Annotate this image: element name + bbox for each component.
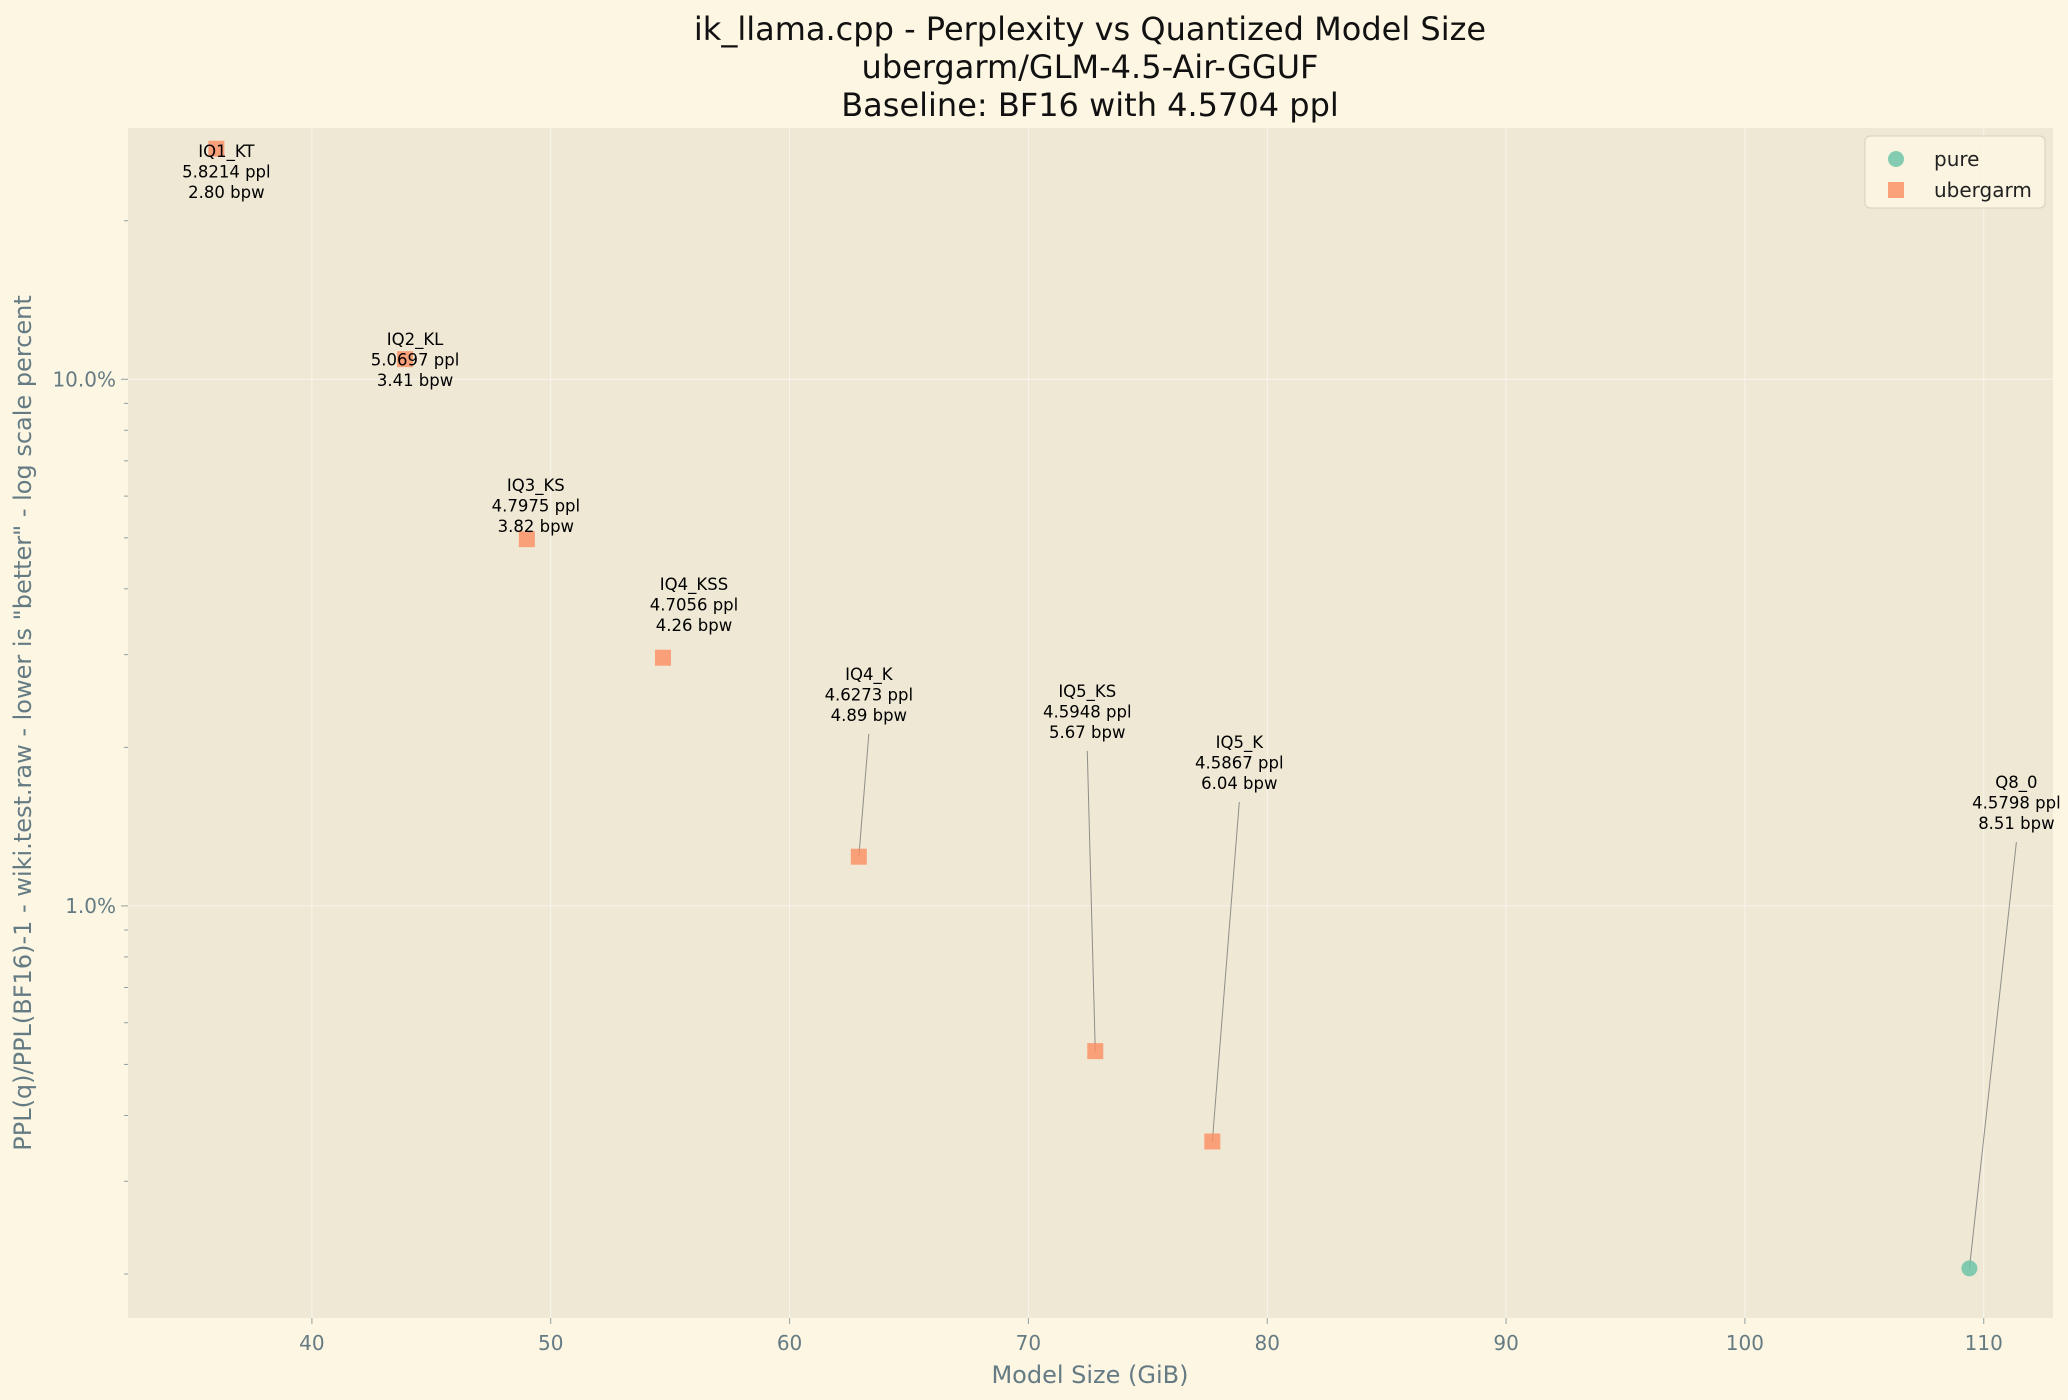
legend-marker-ubergarm (1888, 182, 1904, 198)
chart-title: ik_llama.cpp - Perplexity vs Quantized M… (694, 10, 1486, 124)
point-annotation-line: IQ4_K (845, 665, 894, 685)
x-tick-label: 110 (1965, 1331, 2003, 1355)
chart-subtitle-model: ubergarm/GLM-4.5-Air-GGUF (862, 48, 1319, 86)
data-point-ubergarm (1204, 1133, 1221, 1150)
point-annotation-line: 3.82 bpw (498, 517, 574, 536)
data-point-ubergarm (654, 649, 671, 666)
y-tick-label: 1.0% (65, 894, 116, 918)
data-markers (208, 140, 1978, 1277)
data-point-pure (1961, 1260, 1978, 1277)
annotation-connector (1968, 841, 2017, 1269)
x-tick-label: 70 (1016, 1331, 1041, 1355)
point-annotation-line: 4.7975 ppl (492, 497, 581, 516)
point-annotation-line: 2.80 bpw (188, 183, 264, 202)
point-annotation-line: 4.5948 ppl (1043, 703, 1132, 722)
annotation-connectors (858, 733, 2017, 1269)
x-tick-label: 50 (538, 1331, 563, 1355)
legend-label-ubergarm: ubergarm (1934, 178, 2032, 202)
plot-area (128, 128, 2053, 1318)
point-annotation-line: 4.5867 ppl (1195, 754, 1284, 773)
x-tick-label: 90 (1493, 1331, 1518, 1355)
point-annotation-line: 4.26 bpw (656, 616, 732, 635)
y-axis-label: PPL(q)/PPL(BF16)-1 - wiki.test.raw - low… (9, 295, 37, 1151)
point-annotation-line: 4.7056 ppl (650, 596, 739, 615)
point-annotation-line: 4.89 bpw (831, 706, 907, 725)
point-annotation-line: IQ2_KL (387, 330, 444, 350)
point-annotation-line: 5.8214 ppl (182, 163, 271, 182)
annotation-connector (858, 733, 870, 857)
axis-ticks: 40 50 60 70 80 90 100 110 1.0% 10.0% (52, 220, 2003, 1355)
y-tick-label: 10.0% (52, 367, 116, 391)
legend: pure ubergarm (1864, 135, 2046, 209)
point-annotation-line: 4.6273 ppl (825, 686, 914, 705)
point-annotation-line: 3.41 bpw (377, 371, 453, 390)
annotation-connector (1211, 801, 1240, 1142)
legend-marker-pure (1888, 151, 1904, 167)
point-annotation-line: IQ3_KS (507, 476, 565, 496)
x-tick-label: 40 (299, 1331, 324, 1355)
data-point-ubergarm (208, 140, 225, 157)
point-annotation-line: 5.67 bpw (1049, 723, 1125, 742)
point-annotation-line: 8.51 bpw (1978, 814, 2054, 833)
data-point-ubergarm (518, 531, 535, 548)
legend-box (1864, 135, 2046, 209)
point-annotation-line: IQ5_KS (1058, 682, 1116, 702)
chart-title-line: ik_llama.cpp - Perplexity vs Quantized M… (694, 10, 1486, 48)
annotation-connector (1086, 750, 1096, 1052)
x-tick-label: 60 (777, 1331, 802, 1355)
data-point-ubergarm (397, 351, 414, 368)
chart-subtitle-baseline: Baseline: BF16 with 4.5704 ppl (841, 86, 1339, 124)
x-axis-label: Model Size (GiB) (991, 1361, 1188, 1389)
legend-label-pure: pure (1934, 147, 1979, 171)
point-annotation-line: 5.0697 ppl (371, 351, 460, 370)
x-tick-label: 80 (1255, 1331, 1280, 1355)
point-annotation-line: Q8_0 (1995, 773, 2037, 793)
data-point-ubergarm (1087, 1043, 1104, 1060)
point-annotation-line: 6.04 bpw (1201, 774, 1277, 793)
x-tick-label: 100 (1726, 1331, 1764, 1355)
gridlines (128, 128, 2053, 1318)
point-annotation-line: 4.5798 ppl (1972, 794, 2061, 813)
data-point-ubergarm (850, 848, 867, 865)
point-annotation-line: IQ4_KSS (660, 575, 728, 595)
point-annotation-line: IQ1_KT (198, 142, 255, 162)
point-annotation-line: IQ5_K (1216, 733, 1265, 753)
